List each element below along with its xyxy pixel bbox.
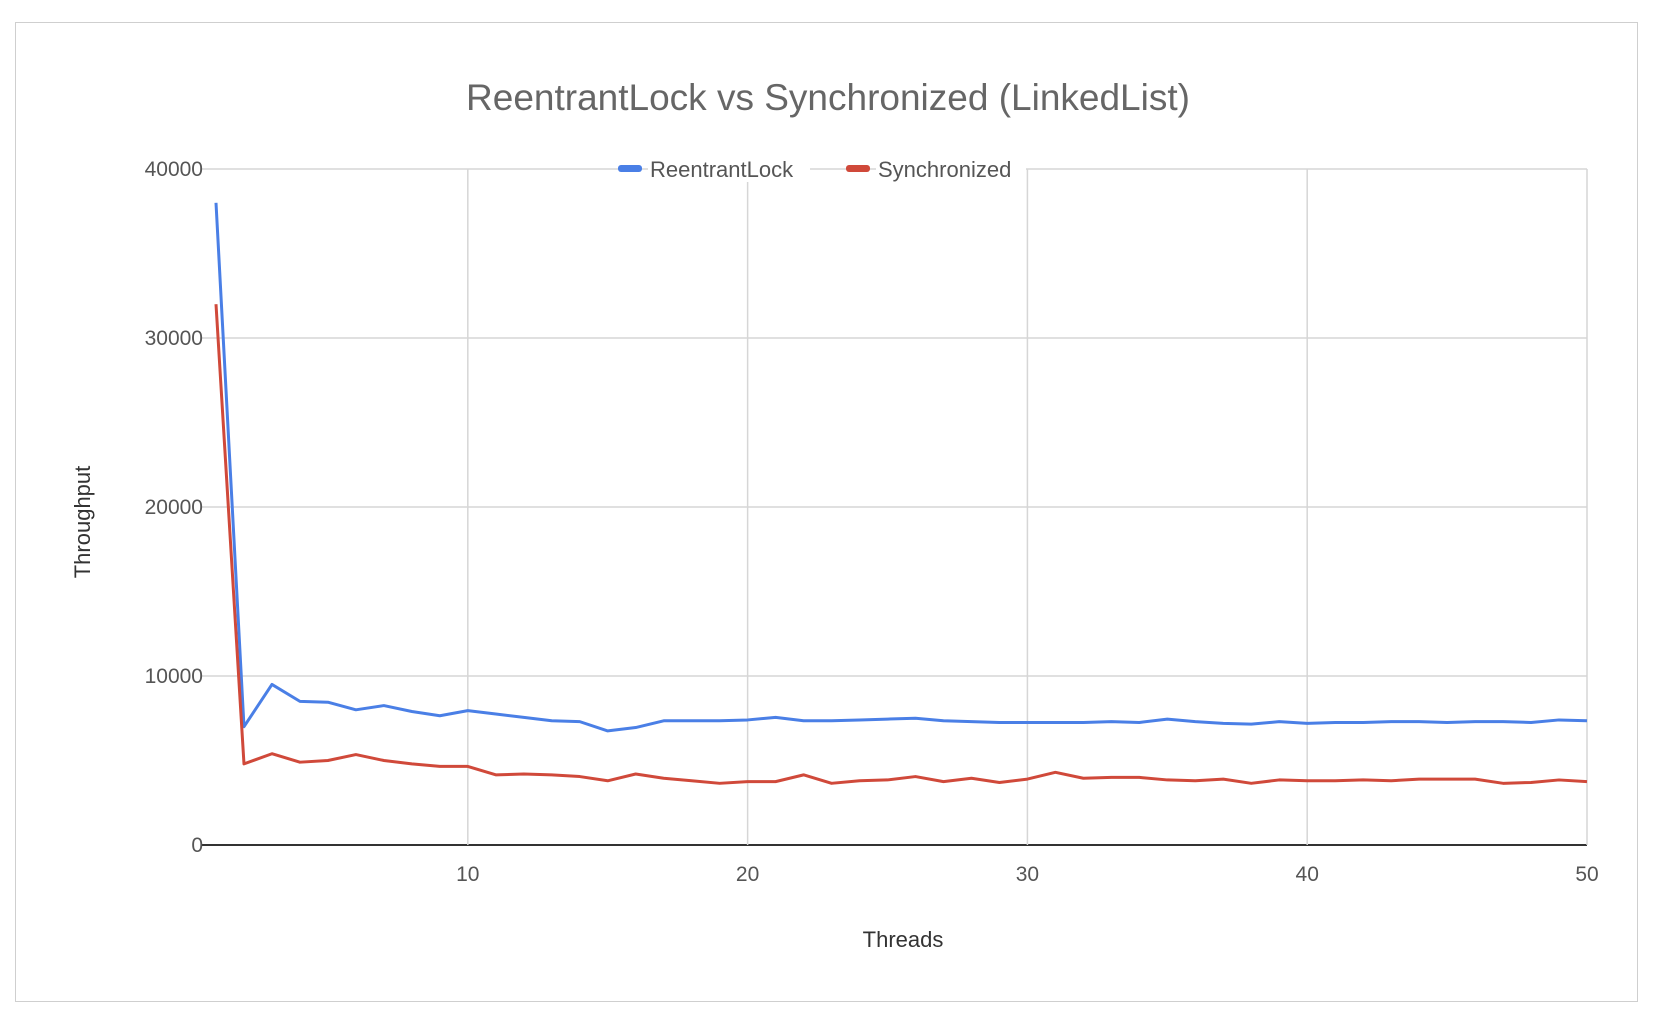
y-tick-label: 30000: [145, 327, 203, 350]
grid: 0 10000 20000 30000 40000 10 20 30 40 50: [145, 158, 1599, 886]
x-tick-label: 50: [1575, 863, 1598, 886]
x-tick-label: 30: [1016, 863, 1039, 886]
series-line-synchronized: [214, 304, 1588, 785]
y-tick-label: 20000: [145, 496, 203, 519]
chart-frame: [15, 22, 1638, 1002]
x-axis-label: Threads: [863, 927, 944, 952]
x-tick-label: 20: [736, 863, 759, 886]
legend-swatch-reentrantlock: [618, 165, 642, 172]
legend-label: ReentrantLock: [650, 157, 794, 182]
legend[interactable]: ReentrantLock Synchronized: [618, 156, 1026, 182]
y-axis-label: Throughput: [70, 466, 95, 579]
legend-label-bg: [876, 156, 1026, 182]
chart-title: ReentrantLock vs Synchronized (LinkedLis…: [466, 77, 1190, 118]
x-tick-label: 40: [1296, 863, 1319, 886]
x-tick-label: 10: [456, 863, 479, 886]
y-tick-label: 10000: [145, 665, 203, 688]
y-tick-label: 0: [191, 834, 203, 857]
legend-label: Synchronized: [878, 157, 1011, 182]
series-lines: [214, 202, 1588, 785]
legend-label-bg: [648, 156, 810, 182]
y-tick-label: 40000: [145, 158, 203, 181]
series-line-reentrantlock: [214, 202, 1588, 733]
legend-swatch-synchronized: [846, 165, 870, 172]
